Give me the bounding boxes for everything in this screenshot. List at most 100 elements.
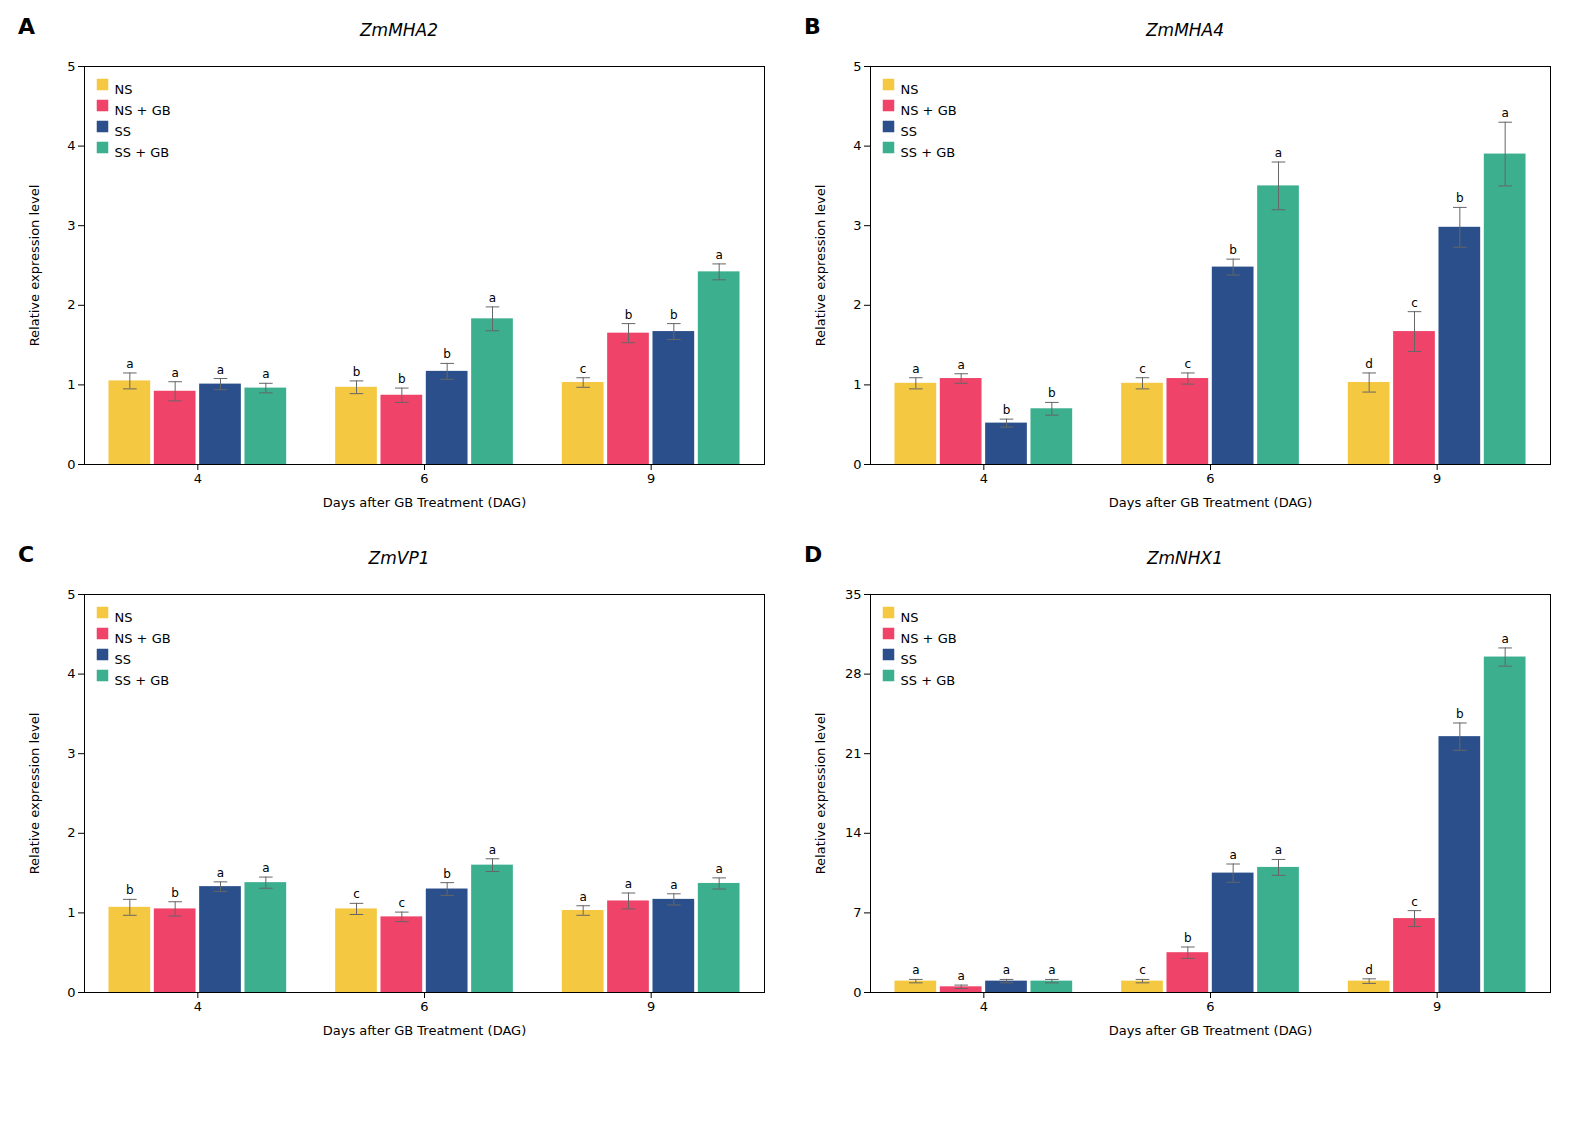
svg-text:b: b [625, 308, 633, 322]
svg-text:a: a [715, 862, 722, 876]
svg-text:0: 0 [67, 457, 75, 472]
svg-text:SS: SS [115, 124, 132, 139]
svg-text:c: c [1139, 963, 1146, 977]
svg-text:d: d [1365, 963, 1373, 977]
svg-text:1: 1 [67, 905, 75, 920]
svg-text:a: a [489, 843, 496, 857]
svg-text:NS + GB: NS + GB [115, 631, 171, 646]
svg-text:3: 3 [853, 218, 861, 233]
svg-text:d: d [1365, 357, 1373, 371]
svg-text:4: 4 [194, 999, 202, 1014]
svg-text:9: 9 [647, 999, 655, 1014]
svg-text:NS: NS [901, 610, 919, 625]
svg-text:b: b [1003, 403, 1011, 417]
svg-text:SS + GB: SS + GB [115, 673, 170, 688]
svg-text:0: 0 [67, 985, 75, 1000]
svg-text:a: a [1501, 632, 1508, 646]
svg-text:2: 2 [67, 825, 75, 840]
svg-text:b: b [670, 308, 678, 322]
svg-text:2: 2 [67, 297, 75, 312]
svg-text:5: 5 [853, 59, 861, 74]
svg-text:9: 9 [1433, 471, 1441, 486]
svg-text:0: 0 [853, 985, 861, 1000]
svg-text:Days after GB Treatment (DAG): Days after GB Treatment (DAG) [1109, 495, 1313, 510]
svg-text:c: c [353, 887, 360, 901]
svg-text:a: a [262, 367, 269, 381]
svg-text:a: a [1229, 848, 1236, 862]
svg-text:SS: SS [901, 124, 918, 139]
svg-text:Relative expression level: Relative expression level [27, 185, 42, 347]
svg-text:9: 9 [1433, 999, 1441, 1014]
svg-text:c: c [1411, 296, 1418, 310]
svg-text:NS + GB: NS + GB [115, 103, 171, 118]
svg-text:b: b [126, 883, 134, 897]
svg-text:4: 4 [67, 138, 75, 153]
svg-text:a: a [579, 890, 586, 904]
svg-text:NS: NS [115, 610, 133, 625]
svg-text:4: 4 [853, 138, 861, 153]
svg-text:c: c [1411, 895, 1418, 909]
svg-text:a: a [625, 877, 632, 891]
svg-text:3: 3 [67, 746, 75, 761]
svg-text:b: b [353, 365, 361, 379]
svg-text:SS: SS [115, 652, 132, 667]
svg-text:5: 5 [67, 587, 75, 602]
svg-text:a: a [489, 291, 496, 305]
svg-text:a: a [217, 866, 224, 880]
svg-text:Relative expression level: Relative expression level [27, 713, 42, 875]
svg-text:6: 6 [420, 471, 428, 486]
svg-text:a: a [217, 363, 224, 377]
svg-text:Days after GB Treatment (DAG): Days after GB Treatment (DAG) [323, 495, 527, 510]
svg-text:a: a [126, 357, 133, 371]
svg-text:6: 6 [1206, 999, 1214, 1014]
svg-text:SS + GB: SS + GB [901, 673, 956, 688]
svg-text:NS + GB: NS + GB [901, 103, 957, 118]
svg-text:4: 4 [67, 666, 75, 681]
svg-text:2: 2 [853, 297, 861, 312]
svg-text:SS + GB: SS + GB [901, 145, 956, 160]
svg-text:4: 4 [980, 999, 988, 1014]
svg-text:c: c [399, 896, 406, 910]
svg-text:a: a [1501, 106, 1508, 120]
svg-text:b: b [443, 347, 451, 361]
svg-text:c: c [580, 362, 587, 376]
svg-text:SS + GB: SS + GB [115, 145, 170, 160]
svg-text:a: a [715, 248, 722, 262]
svg-text:b: b [1456, 191, 1464, 205]
svg-text:NS: NS [115, 82, 133, 97]
svg-text:a: a [262, 861, 269, 875]
svg-text:a: a [1275, 146, 1282, 160]
svg-text:Relative expression level: Relative expression level [813, 713, 828, 875]
svg-text:1: 1 [853, 377, 861, 392]
svg-text:b: b [1184, 931, 1192, 945]
svg-text:4: 4 [194, 471, 202, 486]
svg-text:Days after GB Treatment (DAG): Days after GB Treatment (DAG) [323, 1023, 527, 1038]
svg-text:1: 1 [67, 377, 75, 392]
svg-text:a: a [171, 366, 178, 380]
svg-text:6: 6 [420, 999, 428, 1014]
svg-text:NS: NS [901, 82, 919, 97]
svg-text:28: 28 [845, 666, 862, 681]
svg-text:a: a [957, 969, 964, 983]
svg-text:b: b [171, 886, 179, 900]
svg-text:a: a [1048, 963, 1055, 977]
svg-text:b: b [443, 867, 451, 881]
svg-text:6: 6 [1206, 471, 1214, 486]
svg-text:b: b [1229, 243, 1237, 257]
svg-text:c: c [1185, 357, 1192, 371]
svg-text:c: c [1139, 362, 1146, 376]
svg-text:0: 0 [853, 457, 861, 472]
svg-text:14: 14 [845, 825, 862, 840]
svg-text:a: a [1003, 963, 1010, 977]
svg-text:9: 9 [647, 471, 655, 486]
svg-text:3: 3 [67, 218, 75, 233]
svg-text:a: a [957, 358, 964, 372]
svg-text:4: 4 [980, 471, 988, 486]
svg-text:5: 5 [67, 59, 75, 74]
svg-text:Days after GB Treatment (DAG): Days after GB Treatment (DAG) [1109, 1023, 1313, 1038]
svg-text:NS + GB: NS + GB [901, 631, 957, 646]
svg-text:35: 35 [845, 587, 862, 602]
svg-text:a: a [670, 878, 677, 892]
svg-text:21: 21 [845, 746, 862, 761]
svg-text:a: a [1275, 843, 1282, 857]
